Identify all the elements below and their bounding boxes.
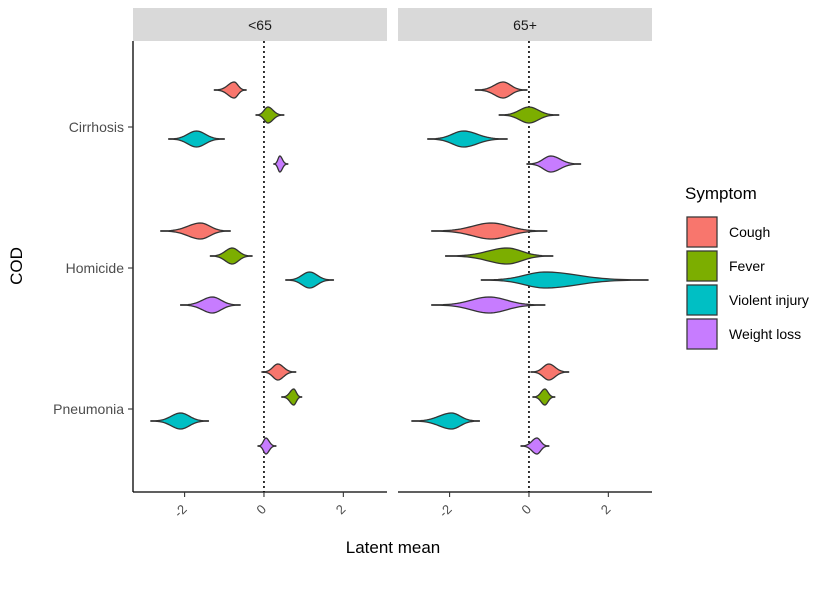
violin-65-plus-pneumonia-violent-injury [411,412,481,430]
x-tick-label-0-2: 2 [333,502,349,518]
x-axis-title: Latent mean [346,538,441,557]
y-axis-ticks: Cirrhosis Homicide Pneumonia [53,119,133,417]
violin-under-65-homicide-fever [209,247,253,265]
legend-key-violent-injury [686,284,718,316]
violin-65-plus-cirrhosis-violent-injury [427,130,508,148]
violin-under-65-pneumonia-cough [261,363,297,381]
panel-left [150,41,335,492]
violin-65-plus-homicide-cough [431,222,548,240]
y-axis-title: COD [7,247,26,285]
x-tick-label-1-1: 0 [518,502,534,518]
violin-65-plus-cirrhosis-weight-loss [526,155,582,173]
x-tick-label-1-0: -2 [436,502,455,521]
legend-key-fever [686,250,718,282]
violin-under-65-cirrhosis-violent-injury [168,130,225,148]
violin-under-65-cirrhosis-fever [255,106,285,124]
legend-title: Symptom [685,184,757,203]
violin-65-plus-cirrhosis-cough [474,81,528,99]
violin-under-65-homicide-cough [160,222,231,240]
legend-label-weight-loss: Weight loss [729,326,801,342]
legend-label-cough: Cough [729,224,770,240]
x-tick-label-1-2: 2 [598,502,614,518]
legend: Symptom Cough Fever Violent injury Weight l… [685,184,809,350]
facet-strip-left: <65 [133,8,387,41]
violin-under-65-pneumonia-weight-loss [257,437,277,455]
violin-under-65-pneumonia-violent-injury [150,412,210,430]
y-tick-label-pneumonia: Pneumonia [53,401,124,417]
violin-under-65-cirrhosis-weight-loss [273,155,289,173]
violin-under-65-cirrhosis-cough [213,81,247,99]
violin-65-plus-homicide-weight-loss [431,296,546,314]
legend-key-weight-loss [686,318,718,350]
violin-65-plus-pneumonia-cough [530,363,570,381]
violin-65-plus-cirrhosis-fever [498,106,560,124]
facet-strip-right: 65+ [398,8,652,41]
violin-65-plus-homicide-fever [444,247,554,265]
violin-65-plus-pneumonia-fever [532,388,556,406]
y-tick-label-cirrhosis: Cirrhosis [69,119,124,135]
x-tick-label-0-0: -2 [171,502,190,521]
y-tick-label-homicide: Homicide [66,260,125,276]
legend-label-fever: Fever [729,258,765,274]
facet-label-left: <65 [248,17,272,33]
violin-under-65-homicide-weight-loss [179,296,241,314]
x-tick-label-0-1: 0 [253,502,269,518]
x-axis-ticks: -2 0 2 -2 0 2 [171,492,614,521]
facet-label-right: 65+ [513,17,537,33]
violin-65-plus-homicide-violent-injury [480,271,649,289]
legend-key-cough [686,216,718,248]
violin-65-plus-pneumonia-weight-loss [520,437,550,455]
panel-right [411,41,649,492]
legend-label-violent-injury: Violent injury [729,292,809,308]
violin-under-65-pneumonia-fever [281,388,303,406]
violin-under-65-homicide-violent-injury [285,271,335,289]
